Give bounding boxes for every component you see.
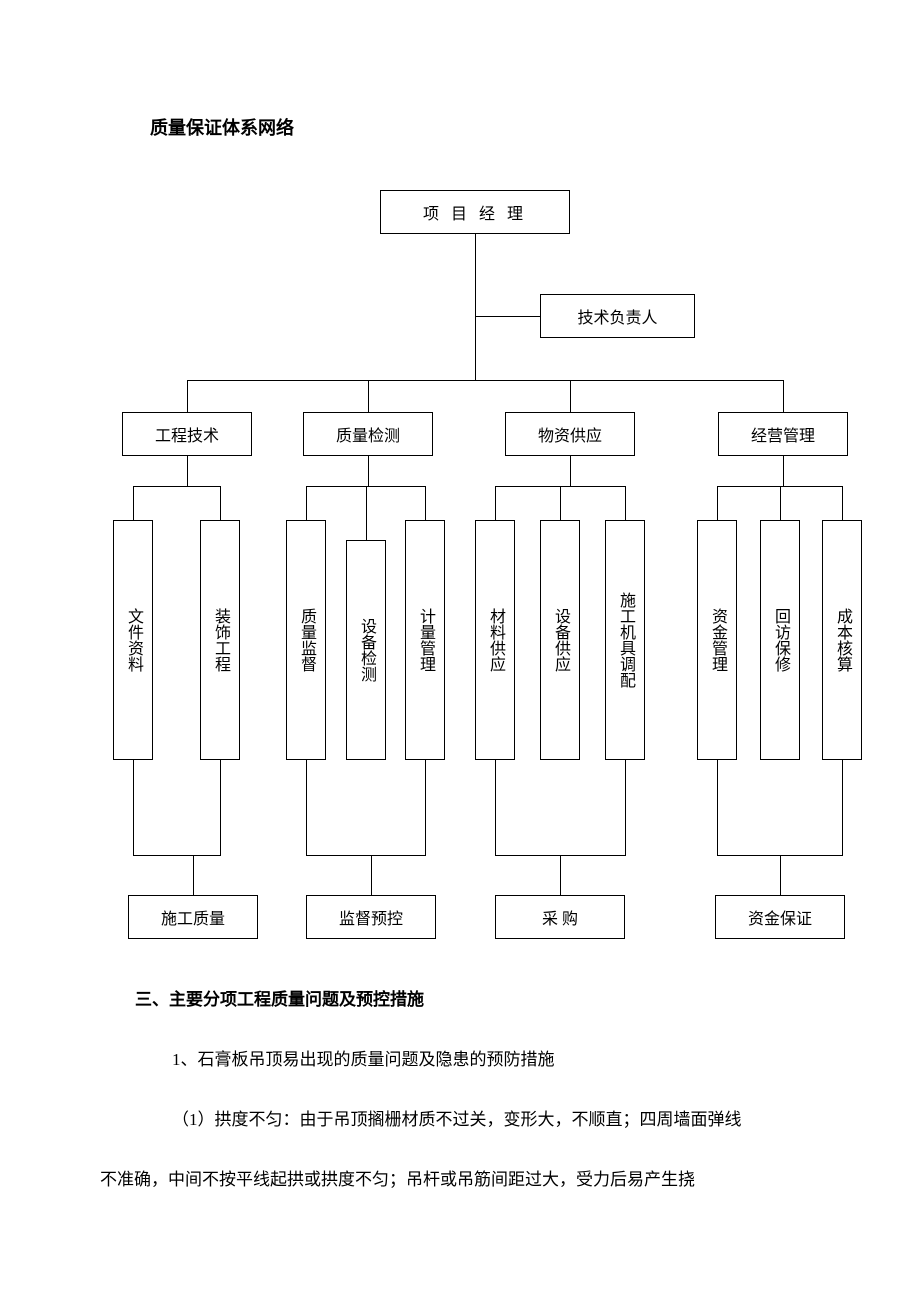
node-leaf-material-supply: 材料供应 xyxy=(475,520,515,760)
edge xyxy=(368,456,369,486)
edge xyxy=(187,380,783,381)
edge xyxy=(475,234,476,380)
edge xyxy=(560,855,561,895)
page: 质量保证体系网络 项 目 经 理 技术负责人 工程技术 质量检测 物资供应 经营… xyxy=(0,0,920,1302)
edge xyxy=(133,486,220,487)
edge xyxy=(780,486,781,520)
edge xyxy=(220,760,221,855)
paragraph-line2: 不准确，中间不按平线起拱或拱度不匀；吊杆或吊筋间距过大，受力后易产生挠 xyxy=(100,1160,695,1201)
edge xyxy=(570,380,571,412)
edge xyxy=(475,316,540,317)
edge xyxy=(133,486,134,520)
node-leaf-decoration: 装饰工程 xyxy=(200,520,240,760)
edge xyxy=(495,760,496,855)
edge xyxy=(717,486,718,520)
paragraph-line1: （1）拱度不匀：由于吊顶搁栅材质不过关，变形大，不顺直；四周墙面弹线 xyxy=(172,1100,742,1141)
node-dept-supply: 物资供应 xyxy=(505,412,635,456)
node-dept-engineering: 工程技术 xyxy=(122,412,252,456)
node-out-construction-quality: 施工质量 xyxy=(128,895,258,939)
section-heading: 三、主要分项工程质量问题及预控措施 xyxy=(135,980,424,1021)
edge xyxy=(306,855,426,856)
node-tech-lead: 技术负责人 xyxy=(540,294,695,338)
node-leaf-quality-supervision: 质量监督 xyxy=(286,520,326,760)
node-leaf-cost: 成本核算 xyxy=(822,520,862,760)
edge xyxy=(625,486,626,520)
edge xyxy=(368,380,369,412)
edge xyxy=(560,486,561,520)
edge xyxy=(842,760,843,855)
node-leaf-measurement: 计量管理 xyxy=(405,520,445,760)
node-out-fund-guarantee: 资金保证 xyxy=(715,895,845,939)
edge xyxy=(625,760,626,855)
edge xyxy=(570,456,571,486)
edge xyxy=(187,380,188,412)
edge xyxy=(306,486,307,520)
node-leaf-fund-management: 资金管理 xyxy=(697,520,737,760)
edge xyxy=(425,486,426,520)
edge xyxy=(133,855,221,856)
edge xyxy=(371,855,372,895)
edge xyxy=(366,486,367,540)
edge xyxy=(306,760,307,855)
edge xyxy=(717,760,718,855)
node-dept-management: 经营管理 xyxy=(718,412,848,456)
edge xyxy=(495,486,496,520)
node-leaf-machinery: 施工机具调配 xyxy=(605,520,645,760)
node-leaf-equipment-supply: 设备供应 xyxy=(540,520,580,760)
node-leaf-followup: 回访保修 xyxy=(760,520,800,760)
edge xyxy=(187,456,188,486)
diagram-title: 质量保证体系网络 xyxy=(150,114,294,140)
edge xyxy=(193,855,194,895)
node-out-supervision: 监督预控 xyxy=(306,895,436,939)
edge xyxy=(780,855,781,895)
node-dept-quality: 质量检测 xyxy=(303,412,433,456)
node-out-procurement: 采 购 xyxy=(495,895,625,939)
section-item: 1、石膏板吊顶易出现的质量问题及隐患的预防措施 xyxy=(172,1040,555,1081)
edge xyxy=(783,456,784,486)
node-leaf-equipment-inspection: 设备检测 xyxy=(346,540,386,760)
edge xyxy=(133,760,134,855)
edge xyxy=(220,486,221,520)
edge xyxy=(425,760,426,855)
edge xyxy=(783,380,784,412)
node-root: 项 目 经 理 xyxy=(380,190,570,234)
edge xyxy=(842,486,843,520)
node-leaf-documents: 文件资料 xyxy=(113,520,153,760)
